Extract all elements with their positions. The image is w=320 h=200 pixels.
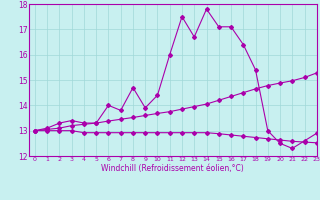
X-axis label: Windchill (Refroidissement éolien,°C): Windchill (Refroidissement éolien,°C)	[101, 164, 244, 173]
